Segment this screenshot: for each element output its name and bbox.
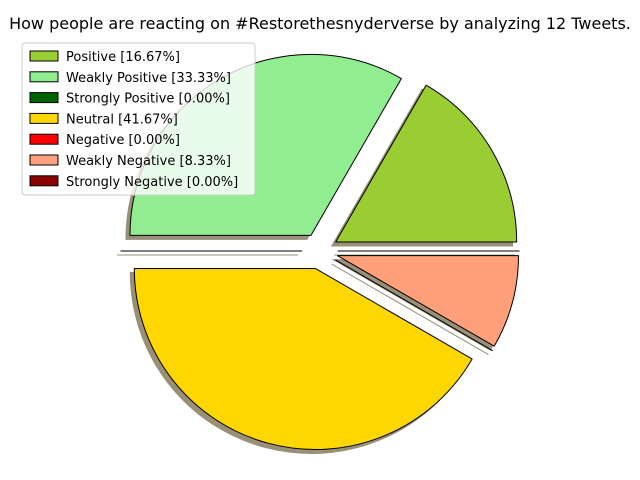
chart-title: How people are reacting on #Restorethesn… — [9, 14, 631, 33]
legend-swatch-positive — [29, 50, 59, 62]
legend-frame — [21, 42, 256, 196]
legend-label-weakly-positive: Weakly Positive [33.33%] — [66, 71, 231, 86]
legend-label-neutral: Neutral [41.67%] — [66, 112, 178, 127]
slice-weakly-negative — [336, 255, 519, 347]
legend-swatch-negative — [29, 133, 59, 145]
legend-swatch-strongly-positive — [29, 92, 59, 104]
legend-label-strongly-positive: Strongly Positive [0.00%] — [66, 92, 230, 107]
slice-neutral — [133, 267, 473, 450]
slice-positive — [335, 84, 518, 243]
legend-swatch-weakly-negative — [29, 154, 59, 166]
legend-label-negative: Negative [0.00%] — [66, 133, 180, 148]
slice-negative — [335, 259, 493, 352]
legend-label-strongly-negative: Strongly Negative [0.00%] — [66, 175, 238, 190]
pie-slices — [120, 53, 520, 450]
legend-label-weakly-negative: Weakly Negative [8.33%] — [66, 154, 231, 169]
legend-swatch-weakly-positive — [29, 71, 59, 83]
legend-label-positive: Positive [16.67%] — [66, 50, 180, 65]
legend-swatch-strongly-negative — [29, 175, 59, 187]
legend: Positive [16.67%] Weakly Positive [33.33%… — [21, 42, 256, 196]
legend-swatch-neutral — [29, 112, 59, 124]
